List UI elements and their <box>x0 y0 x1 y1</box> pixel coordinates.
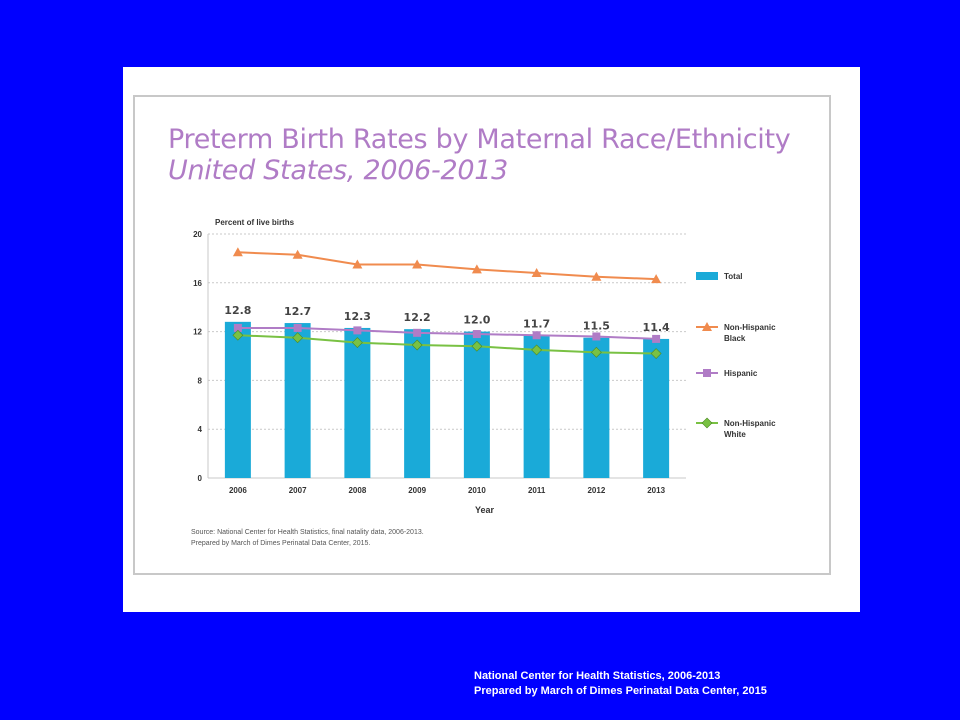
bar-label-2009: 12.2 <box>404 311 431 324</box>
point-non-hispanic-black-2013 <box>651 274 662 284</box>
legend-marker-non-hispanic-black <box>702 322 712 331</box>
footer-line-1: National Center for Health Statistics, 2… <box>474 670 721 682</box>
legend-label-non-hispanic-white: Non-Hispanic White <box>724 419 776 439</box>
bar-total-2006 <box>224 321 251 478</box>
bar-total-2011 <box>523 335 550 478</box>
bar-label-2008: 12.3 <box>344 310 371 323</box>
bar-total-2013 <box>643 338 670 478</box>
point-non-hispanic-black-2006 <box>232 247 243 257</box>
point-hispanic-2009 <box>413 328 422 337</box>
y-tick-label: 20 <box>193 230 202 239</box>
point-non-hispanic-white-2006 <box>232 329 244 341</box>
y-tick-label: 8 <box>198 376 203 385</box>
point-non-hispanic-black-2008 <box>352 259 363 269</box>
point-non-hispanic-white-2012 <box>590 346 602 358</box>
legend: Total Non-Hispanic Black Hispanic Non-Hispan… <box>696 272 776 439</box>
x-axis-label: Year <box>475 505 495 515</box>
point-hispanic-2008 <box>353 326 362 335</box>
source-line-1: Source: National Center for Health Stati… <box>191 529 424 536</box>
legend-label-non-hispanic-black: Non-Hispanic Black <box>724 323 776 343</box>
point-non-hispanic-white-2013 <box>650 348 662 359</box>
bar-label-2011: 11.7 <box>523 317 550 330</box>
legend-marker-non-hispanic-white <box>701 417 713 429</box>
chart-subtitle: United States, 2006-2013 <box>168 155 508 186</box>
bar-label-2006: 12.8 <box>224 304 251 317</box>
point-hispanic-2011 <box>532 331 541 340</box>
y-tick-label: 0 <box>198 474 203 483</box>
x-tick-label-2010: 2010 <box>468 486 486 495</box>
bar-label-2013: 11.4 <box>643 321 670 334</box>
bar-label-2012: 11.5 <box>583 320 610 333</box>
point-non-hispanic-white-2009 <box>411 339 423 351</box>
x-tick-label-2011: 2011 <box>528 486 546 495</box>
bar-total-2007 <box>284 323 311 478</box>
chart-panel: Preterm Birth Rates by Maternal Race/Eth… <box>123 67 860 612</box>
line-series <box>232 247 662 359</box>
footer-caption: National Center for Health Statistics, 2… <box>474 669 767 699</box>
bar-total-2012 <box>583 337 610 478</box>
bar-total-2010 <box>463 331 490 478</box>
point-hispanic-2010 <box>472 330 481 339</box>
point-non-hispanic-black-2012 <box>591 271 602 281</box>
y-tick-label: 12 <box>193 328 202 337</box>
source-line-2: Prepared by March of Dimes Perinatal Dat… <box>191 540 371 547</box>
point-hispanic-2013 <box>652 334 661 343</box>
y-tick-label: 16 <box>193 279 202 288</box>
line-hispanic <box>237 326 657 340</box>
point-non-hispanic-black-2009 <box>412 259 423 269</box>
x-tick-label-2008: 2008 <box>348 486 366 495</box>
legend-marker-hispanic <box>703 369 711 377</box>
point-non-hispanic-white-2010 <box>471 340 483 352</box>
bar-label-2007: 12.7 <box>284 305 311 318</box>
point-hispanic-2012 <box>592 332 601 341</box>
x-tick-label-2012: 2012 <box>587 486 605 495</box>
point-non-hispanic-white-2007 <box>292 332 304 344</box>
footer-line-2: Prepared by March of Dimes Perinatal Dat… <box>474 685 767 697</box>
x-tick-label-2007: 2007 <box>289 486 307 495</box>
bar-series: 12.8 12.7 12.3 12.2 12.0 11.7 11.5 11.4 <box>224 304 670 478</box>
chart-frame <box>133 95 831 575</box>
axis-ticks: 0 4 8 12 16 20 2006 2007 2008 2009 2010 2011 2012 201… <box>193 230 665 495</box>
legend-swatch-total <box>696 272 718 280</box>
legend-label-total: Total <box>724 272 743 281</box>
line-non-hispanic-white <box>237 334 657 355</box>
chart-svg: Percent of live births Year 12.8 12.7 12.3… <box>193 218 776 515</box>
line-non-hispanic-black <box>237 251 657 281</box>
chart-title: Preterm Birth Rates by Maternal Race/Eth… <box>168 124 791 155</box>
y-tick-label: 4 <box>198 425 203 434</box>
point-non-hispanic-white-2008 <box>351 337 363 349</box>
point-non-hispanic-black-2011 <box>531 268 542 278</box>
y-axis-label: Percent of live births <box>215 218 295 227</box>
x-tick-label-2013: 2013 <box>647 486 665 495</box>
point-non-hispanic-black-2010 <box>471 264 482 274</box>
bar-total-2009 <box>404 329 431 478</box>
point-non-hispanic-black-2007 <box>292 249 303 259</box>
grid-lines <box>207 233 686 479</box>
source-note: Source: National Center for Health Stati… <box>191 527 424 549</box>
bar-label-2010: 12.0 <box>463 314 490 327</box>
legend-label-hispanic: Hispanic <box>724 369 758 378</box>
x-tick-label-2006: 2006 <box>229 486 247 495</box>
point-non-hispanic-white-2011 <box>531 344 543 356</box>
bar-total-2008 <box>344 327 371 478</box>
point-hispanic-2006 <box>233 323 242 332</box>
point-hispanic-2007 <box>293 323 302 332</box>
x-tick-label-2009: 2009 <box>408 486 426 495</box>
